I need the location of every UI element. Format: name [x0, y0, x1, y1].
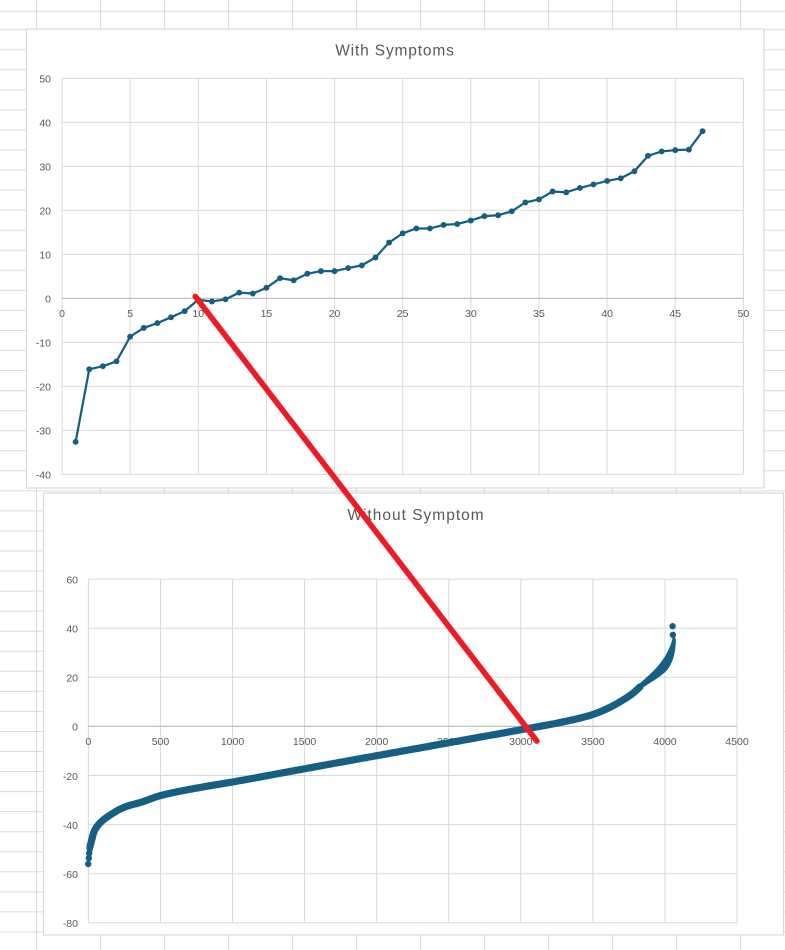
svg-text:15: 15 — [261, 308, 273, 320]
svg-text:0: 0 — [45, 294, 51, 306]
svg-text:0: 0 — [72, 722, 78, 734]
svg-text:10: 10 — [192, 308, 204, 320]
svg-text:30: 30 — [465, 308, 477, 320]
svg-text:40: 40 — [601, 308, 613, 320]
svg-text:-40: -40 — [36, 470, 51, 482]
svg-text:40: 40 — [39, 118, 51, 130]
svg-text:0: 0 — [59, 308, 65, 320]
svg-text:40: 40 — [66, 624, 78, 636]
svg-text:50: 50 — [39, 74, 51, 86]
svg-text:0: 0 — [85, 736, 91, 748]
svg-text:-20: -20 — [36, 382, 51, 394]
svg-text:500: 500 — [152, 736, 170, 748]
svg-text:1500: 1500 — [293, 736, 317, 748]
svg-text:With Symptoms: With Symptoms — [335, 43, 455, 60]
svg-text:30: 30 — [39, 162, 51, 174]
svg-text:-60: -60 — [63, 869, 78, 881]
svg-text:-40: -40 — [63, 820, 78, 832]
svg-text:10: 10 — [39, 250, 51, 262]
svg-text:-10: -10 — [36, 338, 51, 350]
svg-text:60: 60 — [66, 574, 78, 586]
svg-text:4500: 4500 — [725, 736, 749, 748]
svg-text:5: 5 — [127, 308, 133, 320]
svg-text:3500: 3500 — [581, 736, 605, 748]
svg-text:20: 20 — [66, 673, 78, 685]
svg-text:35: 35 — [533, 308, 545, 320]
svg-text:1000: 1000 — [221, 736, 245, 748]
svg-text:-20: -20 — [63, 771, 78, 783]
svg-text:-30: -30 — [36, 426, 51, 438]
svg-text:20: 20 — [39, 206, 51, 218]
svg-text:50: 50 — [738, 308, 750, 320]
svg-text:20: 20 — [329, 308, 341, 320]
svg-text:25: 25 — [397, 308, 409, 320]
svg-text:2000: 2000 — [365, 736, 389, 748]
svg-text:3000: 3000 — [509, 736, 533, 748]
svg-text:45: 45 — [669, 308, 681, 320]
svg-text:4000: 4000 — [653, 736, 677, 748]
svg-text:-80: -80 — [63, 918, 78, 930]
svg-text:Without Symptom: Without Symptom — [347, 507, 484, 524]
